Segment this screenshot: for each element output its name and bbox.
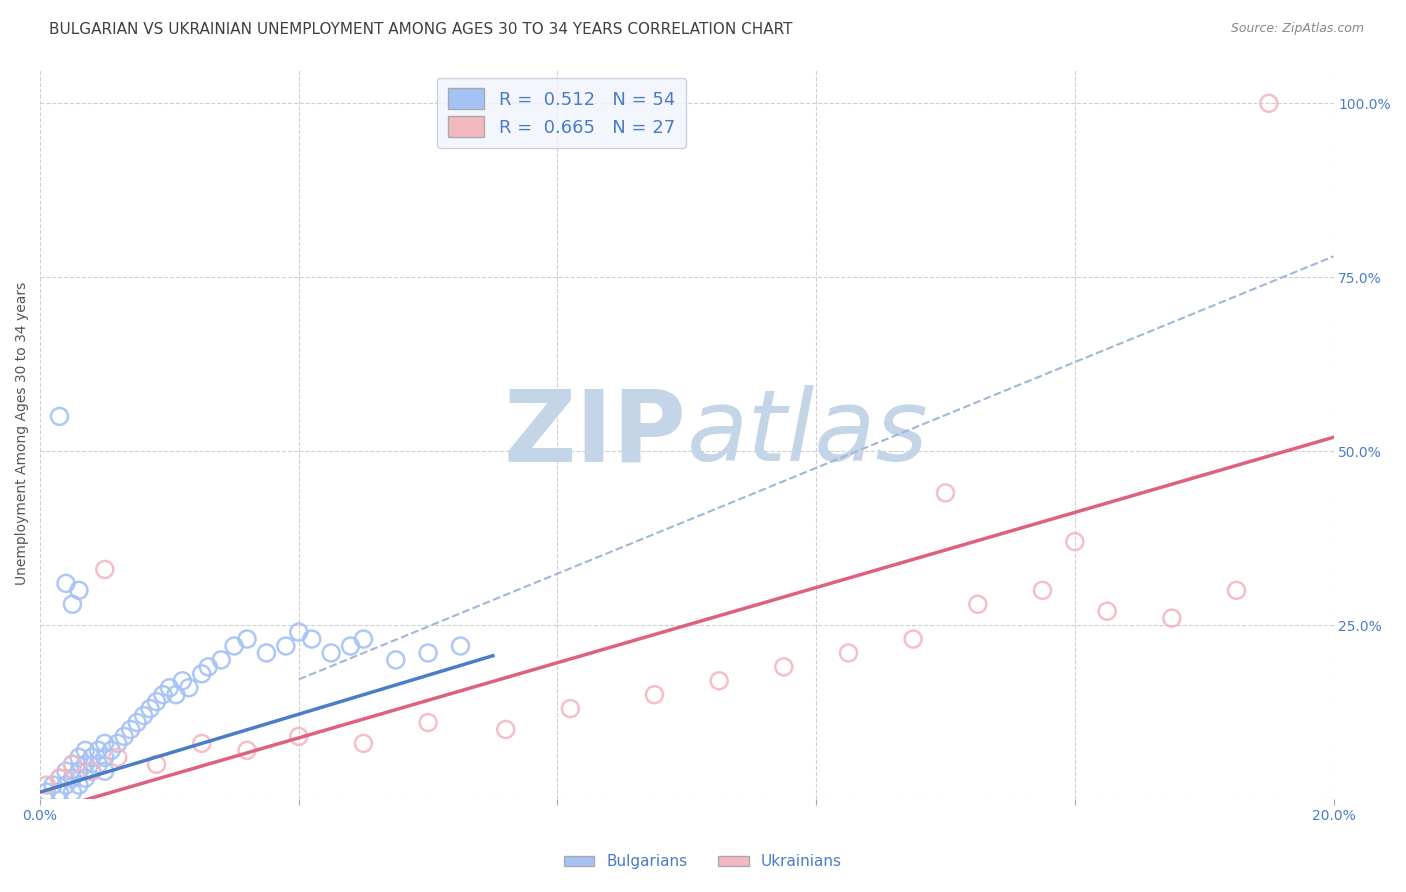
Point: [353, 632, 375, 646]
Point: [67, 778, 90, 792]
Point: [256, 646, 278, 660]
Point: [1095, 604, 1118, 618]
Point: [80, 764, 103, 779]
Point: [35, 778, 58, 792]
Point: [165, 688, 187, 702]
Point: [94, 736, 117, 750]
Point: [159, 681, 181, 695]
Point: [55, 764, 77, 779]
Point: [934, 486, 956, 500]
Point: [48, 771, 70, 785]
Point: [48, 771, 70, 785]
Point: [87, 757, 110, 772]
Point: [80, 764, 103, 779]
Point: [288, 625, 311, 640]
Y-axis label: Unemployment Among Ages 30 to 34 years: Unemployment Among Ages 30 to 34 years: [15, 282, 30, 585]
Point: [1031, 583, 1053, 598]
Point: [55, 778, 77, 792]
Point: [191, 736, 214, 750]
Point: [145, 757, 167, 772]
Point: [495, 723, 517, 737]
Point: [62, 785, 84, 799]
Point: [418, 715, 440, 730]
Point: [139, 701, 162, 715]
Point: [112, 730, 135, 744]
Point: [172, 673, 194, 688]
Point: [67, 764, 90, 779]
Text: BULGARIAN VS UKRAINIAN UNEMPLOYMENT AMONG AGES 30 TO 34 YEARS CORRELATION CHART: BULGARIAN VS UKRAINIAN UNEMPLOYMENT AMON…: [49, 22, 793, 37]
Point: [132, 708, 155, 723]
Point: [901, 632, 924, 646]
Point: [75, 771, 97, 785]
Point: [145, 695, 167, 709]
Point: [209, 653, 232, 667]
Point: [107, 736, 129, 750]
Point: [707, 673, 730, 688]
Point: [62, 757, 84, 772]
Point: [127, 715, 149, 730]
Point: [152, 688, 174, 702]
Point: [80, 750, 103, 764]
Point: [94, 562, 117, 576]
Point: [236, 632, 259, 646]
Point: [274, 639, 297, 653]
Point: [1063, 534, 1085, 549]
Point: [224, 639, 246, 653]
Point: [67, 583, 90, 598]
Text: ZIP: ZIP: [503, 385, 686, 483]
Point: [75, 743, 97, 757]
Point: [321, 646, 343, 660]
Point: [177, 681, 200, 695]
Point: [385, 653, 408, 667]
Text: Source: ZipAtlas.com: Source: ZipAtlas.com: [1230, 22, 1364, 36]
Point: [1160, 611, 1182, 625]
Point: [62, 597, 84, 611]
Point: [62, 771, 84, 785]
Point: [339, 639, 361, 653]
Point: [75, 757, 97, 772]
Point: [837, 646, 859, 660]
Point: [120, 723, 142, 737]
Point: [288, 730, 311, 744]
Point: [966, 597, 988, 611]
Point: [643, 688, 665, 702]
Point: [67, 750, 90, 764]
Point: [100, 743, 122, 757]
Point: [450, 639, 472, 653]
Point: [62, 757, 84, 772]
Legend: Bulgarians, Ukrainians: Bulgarians, Ukrainians: [558, 848, 848, 875]
Point: [94, 764, 117, 779]
Point: [197, 660, 219, 674]
Point: [48, 409, 70, 424]
Point: [42, 778, 65, 792]
Point: [48, 785, 70, 799]
Point: [353, 736, 375, 750]
Point: [191, 666, 214, 681]
Point: [1225, 583, 1247, 598]
Legend: R =  0.512   N = 54, R =  0.665   N = 27: R = 0.512 N = 54, R = 0.665 N = 27: [437, 78, 686, 148]
Point: [35, 785, 58, 799]
Text: atlas: atlas: [686, 385, 928, 483]
Point: [107, 750, 129, 764]
Point: [236, 743, 259, 757]
Point: [94, 750, 117, 764]
Point: [418, 646, 440, 660]
Point: [87, 743, 110, 757]
Point: [55, 576, 77, 591]
Point: [1257, 96, 1279, 111]
Point: [301, 632, 323, 646]
Point: [560, 701, 582, 715]
Point: [772, 660, 794, 674]
